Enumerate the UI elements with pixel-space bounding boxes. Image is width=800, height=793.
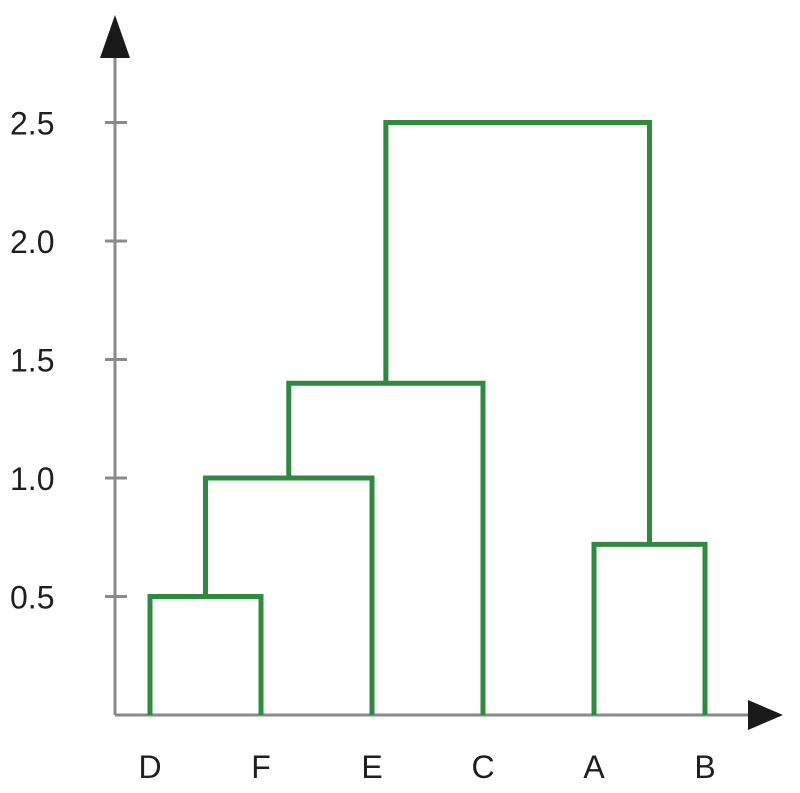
- axes: [100, 15, 783, 730]
- y-tick-label: 1.5: [10, 343, 54, 379]
- y-tick-label: 2.0: [10, 224, 54, 260]
- leaf-label-c: C: [471, 749, 494, 785]
- leaf-label-b: B: [694, 749, 715, 785]
- dendrogram-link-a-b: [591, 541, 708, 715]
- dendrogram-link-dfe-c: [286, 380, 486, 715]
- leaf-label-a: A: [583, 749, 605, 785]
- y-tick-label: 2.5: [10, 106, 54, 142]
- y-ticks: 0.5 1.0 1.5 2.0 2.5: [10, 106, 127, 616]
- leaf-label-f: F: [251, 749, 271, 785]
- dendrogram-link-d-f: [147, 594, 264, 715]
- leaf-label-e: E: [361, 749, 382, 785]
- y-axis-arrow-icon: [100, 15, 130, 58]
- x-axis-arrow-icon: [748, 700, 783, 730]
- y-tick-label: 1.0: [10, 461, 54, 497]
- dendrogram-links: [147, 120, 708, 715]
- leaf-label-d: D: [138, 749, 161, 785]
- y-tick-label: 0.5: [10, 580, 54, 616]
- dendrogram-link-dfec-ab: [383, 120, 652, 545]
